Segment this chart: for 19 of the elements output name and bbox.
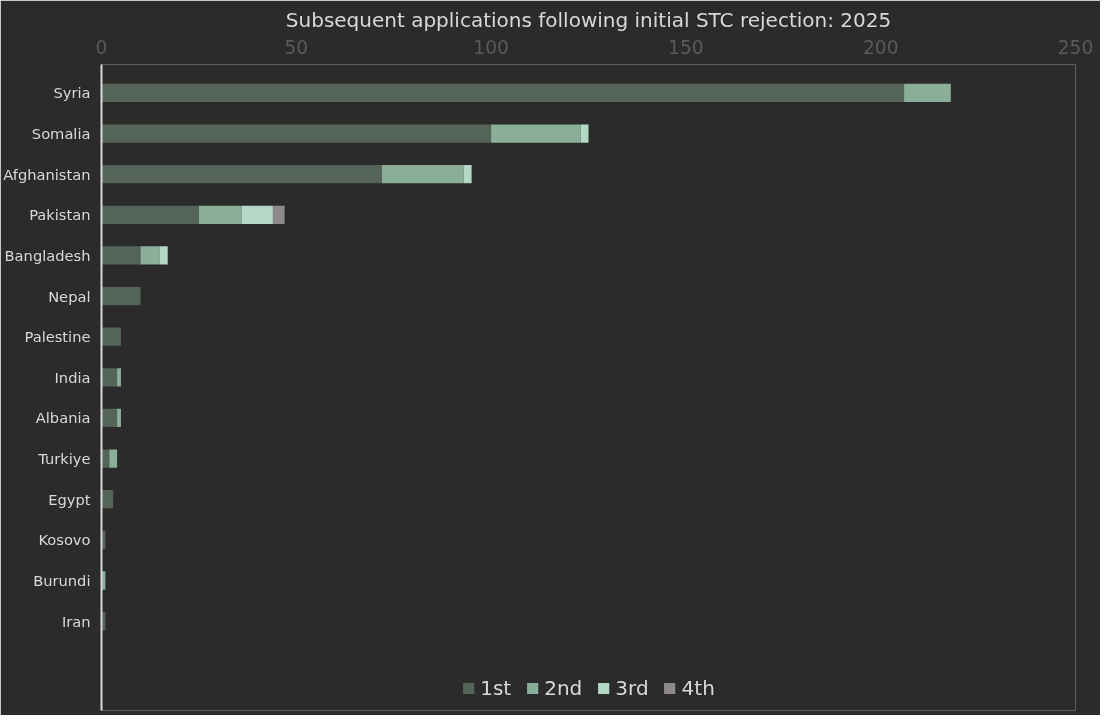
y-tick-label: Kosovo [38, 531, 91, 549]
y-tick-label: Iran [61, 612, 91, 630]
y-tick-label: Albania [35, 409, 91, 427]
y-tick-label: Pakistan [29, 206, 91, 224]
legend-label: 3rd [615, 676, 649, 700]
legend-label: 2nd [544, 676, 583, 700]
y-tick-label: Afghanistan [3, 165, 91, 183]
y-tick-label: Turkiye [37, 450, 91, 468]
legend-label: 4th [681, 676, 715, 700]
y-tick-label: Palestine [24, 328, 91, 346]
y-tick-label: Egypt [48, 490, 91, 508]
chart-title: Subsequent applications following initial STC rejection: 2025 [285, 7, 892, 32]
legend-label: 1st [480, 676, 512, 700]
y-tick-label: Bangladesh [4, 246, 91, 264]
y-tick-label: India [54, 368, 91, 386]
y-tick-label: Nepal [48, 287, 91, 305]
y-tick-label: Burundi [33, 571, 91, 589]
y-tick-label: Syria [53, 84, 91, 102]
y-tick-label: Somalia [31, 125, 91, 143]
